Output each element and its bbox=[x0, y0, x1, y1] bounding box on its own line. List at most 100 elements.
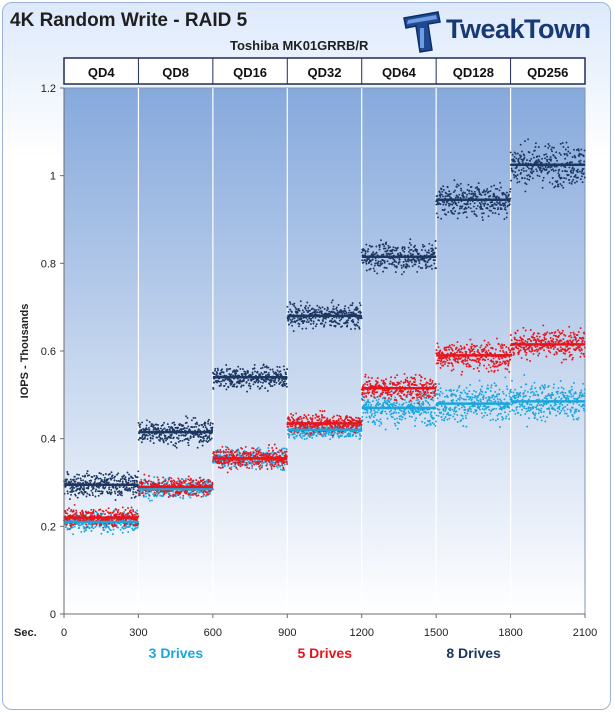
data-point bbox=[481, 416, 484, 419]
data-point bbox=[253, 463, 256, 466]
data-point bbox=[393, 411, 396, 413]
data-point bbox=[359, 417, 361, 420]
data-point bbox=[468, 365, 471, 368]
data-point bbox=[293, 419, 296, 422]
data-point bbox=[431, 421, 434, 424]
data-point bbox=[65, 524, 68, 526]
data-point bbox=[515, 394, 518, 397]
data-point bbox=[524, 353, 527, 356]
data-point bbox=[241, 463, 244, 466]
data-point bbox=[433, 423, 436, 426]
data-point bbox=[437, 389, 440, 392]
data-point bbox=[124, 527, 127, 529]
data-point bbox=[576, 334, 579, 337]
data-point bbox=[494, 395, 496, 398]
data-point bbox=[300, 417, 303, 420]
data-point bbox=[485, 356, 488, 359]
data-point bbox=[533, 336, 536, 339]
data-point bbox=[424, 392, 427, 394]
data-point bbox=[401, 416, 404, 419]
data-point bbox=[509, 388, 512, 391]
data-point bbox=[121, 480, 124, 483]
data-point bbox=[270, 463, 272, 466]
data-point bbox=[400, 418, 403, 421]
data-point bbox=[564, 391, 567, 394]
data-point bbox=[421, 409, 424, 412]
data-point bbox=[437, 346, 440, 349]
data-point bbox=[429, 423, 432, 426]
data-point bbox=[385, 378, 387, 381]
data-point bbox=[165, 482, 168, 485]
data-point bbox=[458, 348, 461, 351]
data-point bbox=[112, 510, 115, 513]
data-point bbox=[315, 435, 318, 437]
data-point bbox=[564, 352, 566, 355]
data-point bbox=[524, 389, 526, 392]
data-point bbox=[321, 410, 324, 413]
data-point bbox=[227, 448, 230, 451]
data-point bbox=[196, 490, 199, 493]
data-point bbox=[221, 445, 224, 448]
data-point bbox=[526, 358, 528, 361]
data-point bbox=[192, 479, 195, 482]
data-point bbox=[103, 476, 106, 479]
data-point bbox=[572, 395, 575, 397]
data-point bbox=[458, 408, 461, 410]
data-point bbox=[66, 490, 69, 493]
data-point bbox=[527, 398, 530, 401]
data-point bbox=[439, 387, 442, 390]
data-point bbox=[72, 478, 75, 481]
data-point bbox=[365, 403, 368, 406]
data-point bbox=[519, 394, 522, 397]
data-point bbox=[205, 491, 208, 494]
data-point bbox=[496, 393, 499, 396]
data-point bbox=[302, 416, 305, 419]
data-point bbox=[358, 432, 361, 435]
data-point bbox=[255, 453, 258, 456]
data-point bbox=[120, 492, 123, 495]
data-point bbox=[98, 490, 101, 493]
data-point bbox=[570, 395, 573, 398]
data-point bbox=[134, 511, 137, 514]
data-point bbox=[133, 524, 135, 526]
data-point bbox=[234, 465, 237, 468]
data-point bbox=[419, 413, 422, 416]
data-point bbox=[500, 400, 502, 402]
data-point bbox=[468, 398, 471, 401]
data-point bbox=[99, 508, 102, 511]
data-point bbox=[501, 357, 504, 360]
data-point bbox=[116, 487, 119, 490]
data-point bbox=[435, 349, 438, 352]
data-point bbox=[70, 509, 73, 511]
data-point bbox=[454, 406, 457, 409]
data-point bbox=[523, 405, 526, 408]
data-point bbox=[496, 337, 498, 340]
data-point bbox=[81, 475, 84, 478]
data-point bbox=[404, 412, 407, 415]
data-point bbox=[576, 418, 579, 421]
data-point bbox=[402, 402, 405, 405]
data-point bbox=[473, 350, 476, 353]
data-point bbox=[279, 464, 282, 467]
data-point bbox=[432, 399, 435, 402]
data-point bbox=[566, 415, 569, 417]
data-point bbox=[504, 376, 507, 379]
data-point bbox=[443, 417, 446, 420]
data-point bbox=[66, 508, 69, 511]
data-point bbox=[322, 435, 325, 438]
data-point bbox=[91, 491, 94, 494]
data-point bbox=[91, 523, 94, 526]
data-point bbox=[408, 403, 410, 406]
data-point bbox=[141, 492, 144, 495]
data-point bbox=[346, 416, 349, 419]
data-point bbox=[533, 381, 536, 384]
data-point bbox=[497, 413, 500, 415]
data-point bbox=[572, 415, 574, 418]
data-point bbox=[436, 404, 439, 407]
data-point bbox=[306, 425, 309, 428]
data-point bbox=[341, 432, 344, 435]
data-point bbox=[300, 436, 303, 439]
data-point bbox=[582, 395, 585, 397]
data-point bbox=[571, 341, 574, 344]
data-point bbox=[450, 395, 453, 397]
